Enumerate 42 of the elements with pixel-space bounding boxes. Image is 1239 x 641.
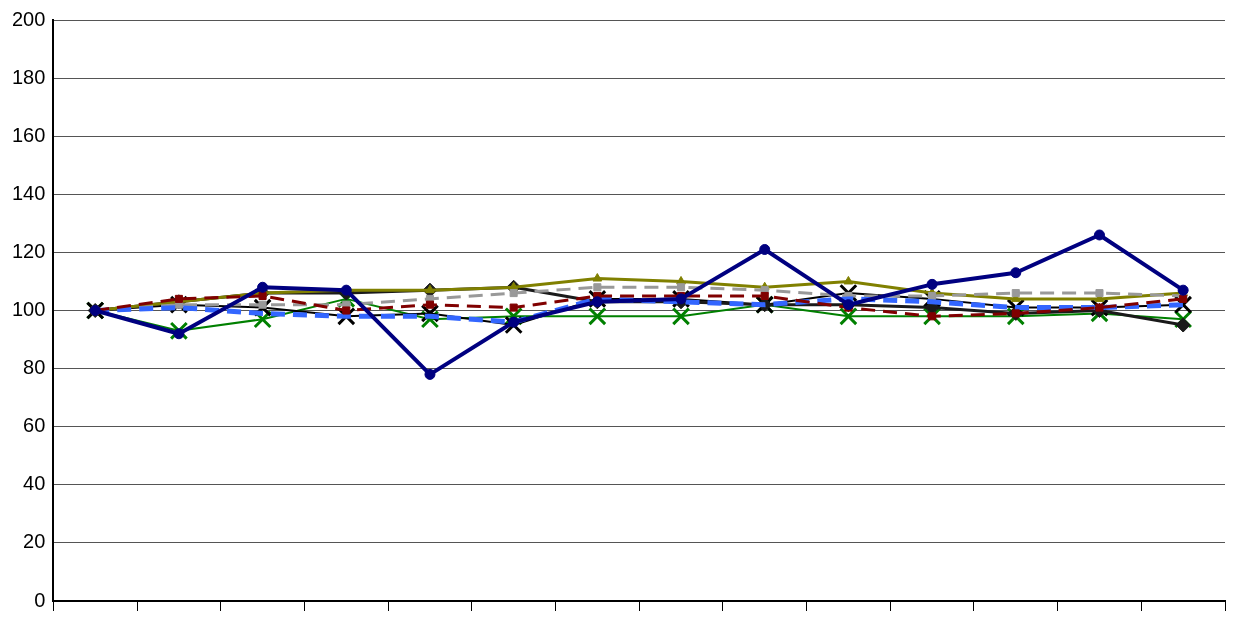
point bbox=[424, 368, 436, 380]
y-tick-label: 80 bbox=[23, 356, 46, 379]
point bbox=[843, 275, 854, 285]
point bbox=[922, 307, 942, 326]
point bbox=[671, 307, 691, 326]
y-tick-label: 100 bbox=[11, 298, 46, 321]
y-tick-label: 180 bbox=[11, 65, 46, 88]
point bbox=[509, 289, 518, 298]
point bbox=[1011, 289, 1020, 298]
point bbox=[928, 312, 937, 321]
point bbox=[593, 283, 602, 292]
y-tick-label: 120 bbox=[11, 239, 46, 262]
point bbox=[258, 300, 267, 309]
point bbox=[342, 306, 351, 315]
point bbox=[169, 321, 189, 341]
point bbox=[508, 316, 520, 328]
point bbox=[926, 278, 938, 290]
y-tick-label: 40 bbox=[23, 472, 46, 495]
point bbox=[1175, 317, 1191, 333]
point bbox=[1173, 309, 1193, 329]
y-tick-label: 200 bbox=[11, 7, 46, 30]
y-tick-label: 60 bbox=[23, 414, 46, 437]
point bbox=[1095, 289, 1104, 298]
y-tick-label: 140 bbox=[11, 181, 46, 204]
point bbox=[425, 284, 435, 294]
y-tick-label: 160 bbox=[11, 123, 46, 146]
y-tick-label: 20 bbox=[23, 530, 46, 553]
point bbox=[759, 244, 771, 255]
point bbox=[760, 291, 769, 301]
point bbox=[1010, 267, 1022, 279]
point bbox=[588, 307, 607, 326]
point bbox=[258, 291, 267, 301]
y-tick-label: 0 bbox=[34, 588, 46, 611]
point bbox=[509, 303, 518, 312]
point bbox=[1093, 229, 1105, 241]
point bbox=[425, 300, 434, 309]
point bbox=[592, 273, 603, 282]
point bbox=[676, 283, 686, 292]
point bbox=[257, 281, 269, 293]
point bbox=[173, 328, 185, 340]
point bbox=[253, 298, 272, 317]
point bbox=[839, 307, 858, 326]
